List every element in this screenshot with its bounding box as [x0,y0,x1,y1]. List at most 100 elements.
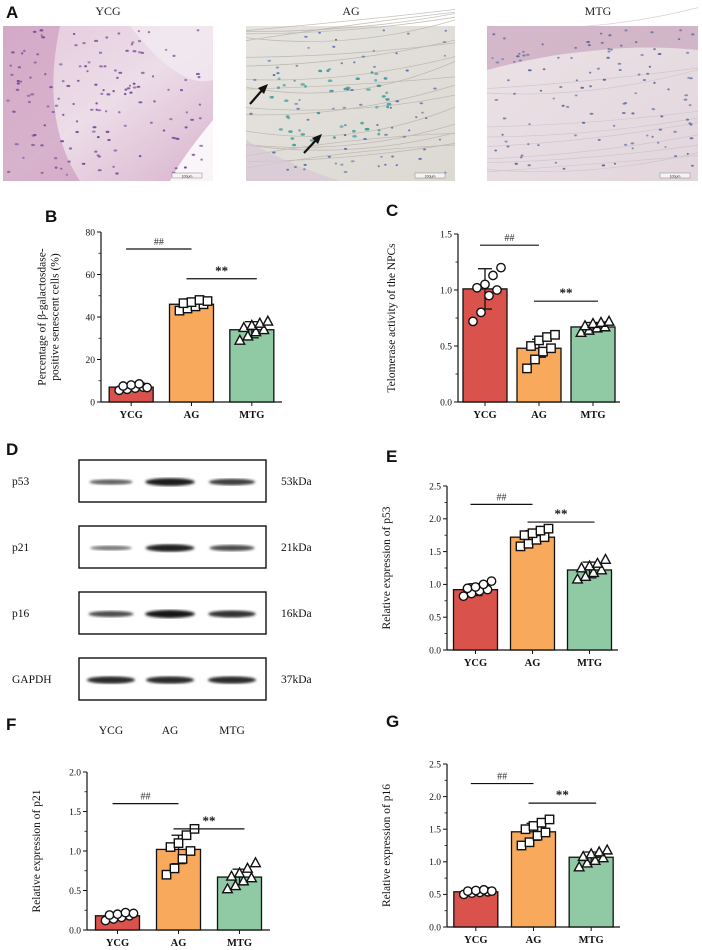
cell-nucleus [132,82,136,85]
y-tick-label: 0.0 [429,923,441,933]
cell-nucleus [95,102,98,105]
cell-nucleus [518,59,522,62]
cell-nucleus [657,141,660,144]
cell-nucleus [300,83,306,86]
cell-nucleus [423,148,426,151]
cell-nucleus [184,126,188,129]
cell-nucleus [86,70,89,73]
cell-nucleus [527,143,530,146]
data-point [237,321,250,333]
significance-label: ** [215,263,228,278]
cell-nucleus [128,84,132,87]
cell-nucleus [117,32,121,35]
cell-nucleus [113,149,118,152]
cell-nucleus [300,133,306,136]
cell-nucleus [304,35,308,38]
cell-nucleus [332,45,336,48]
y-tick-label: 2.0 [429,515,441,525]
cell-nucleus [295,64,299,67]
cell-nucleus [130,43,134,46]
data-point [225,869,238,881]
cell-nucleus [673,130,677,133]
cell-nucleus [29,76,32,79]
panel-label-b: B [45,207,57,226]
cell-nucleus [491,57,494,60]
y-tick-label: 1.5 [440,230,452,240]
cell-nucleus [74,44,78,47]
cell-nucleus [318,69,323,73]
cell-nucleus [270,95,274,99]
cell-nucleus [405,69,409,72]
histology-image-mtg: 100μm [486,7,699,181]
cell-nucleus [602,78,607,81]
tissue-fiber [486,122,699,147]
cell-nucleus [690,164,694,167]
cell-nucleus [554,161,558,164]
cell-nucleus [406,32,410,35]
cell-nucleus [303,163,307,166]
histology-image-ag: 100μm [245,9,456,181]
y-tick-label: 0.5 [429,614,441,624]
cell-nucleus [199,144,204,147]
histology-title-ag: AG [342,4,360,18]
cell-nucleus [360,121,364,125]
cell-nucleus [385,98,390,101]
cell-nucleus [419,102,424,105]
cell-nucleus [173,137,177,140]
cell-nucleus [646,72,650,75]
data-point [496,262,506,273]
data-point [472,282,482,293]
cell-nucleus [425,117,428,120]
cell-nucleus [364,127,370,131]
histology-title-ycg: YCG [95,4,121,18]
cell-nucleus [72,102,75,106]
cell-nucleus [44,73,47,76]
cell-nucleus [345,86,351,90]
cell-nucleus [41,36,46,39]
data-point [478,579,489,590]
data-point [520,824,531,835]
cell-nucleus [138,155,142,158]
cell-nucleus [14,143,19,146]
cell-nucleus [689,137,694,140]
cell-nucleus [541,43,544,46]
x-tick-label: YCG [106,938,129,949]
cell-nucleus [383,77,388,80]
significance-label: ## [497,492,507,503]
cell-nucleus [198,103,202,106]
cell-nucleus [17,66,21,69]
cell-nucleus [138,51,142,54]
cell-nucleus [62,113,65,116]
cell-nucleus [527,164,531,167]
tissue-fiber [486,67,699,89]
cell-nucleus [686,51,690,54]
data-point [185,846,196,856]
data-point [519,530,530,541]
cell-nucleus [100,92,104,95]
cell-nucleus [658,128,663,131]
cell-nucleus [180,89,183,92]
cell-nucleus [618,69,622,71]
data-point [544,814,555,825]
y-tick-label: 0.5 [69,887,81,897]
cell-nucleus [589,112,594,115]
protein-band [145,544,195,552]
data-point [591,556,604,568]
data-point [601,843,614,855]
cell-nucleus [75,130,79,134]
cell-nucleus [607,50,611,53]
histology-image-ycg: 100μm [3,26,213,181]
cell-nucleus [373,65,376,68]
data-point [253,316,266,328]
bar-ag [509,536,556,651]
cell-nucleus [51,110,55,114]
data-point [128,908,139,919]
cell-nucleus [363,138,367,140]
cell-nucleus [118,71,123,74]
cell-nucleus [637,73,641,76]
cell-nucleus [102,89,105,92]
cell-nucleus [99,65,103,68]
data-point [165,842,176,852]
cell-nucleus [600,41,604,44]
data-point [532,830,543,841]
